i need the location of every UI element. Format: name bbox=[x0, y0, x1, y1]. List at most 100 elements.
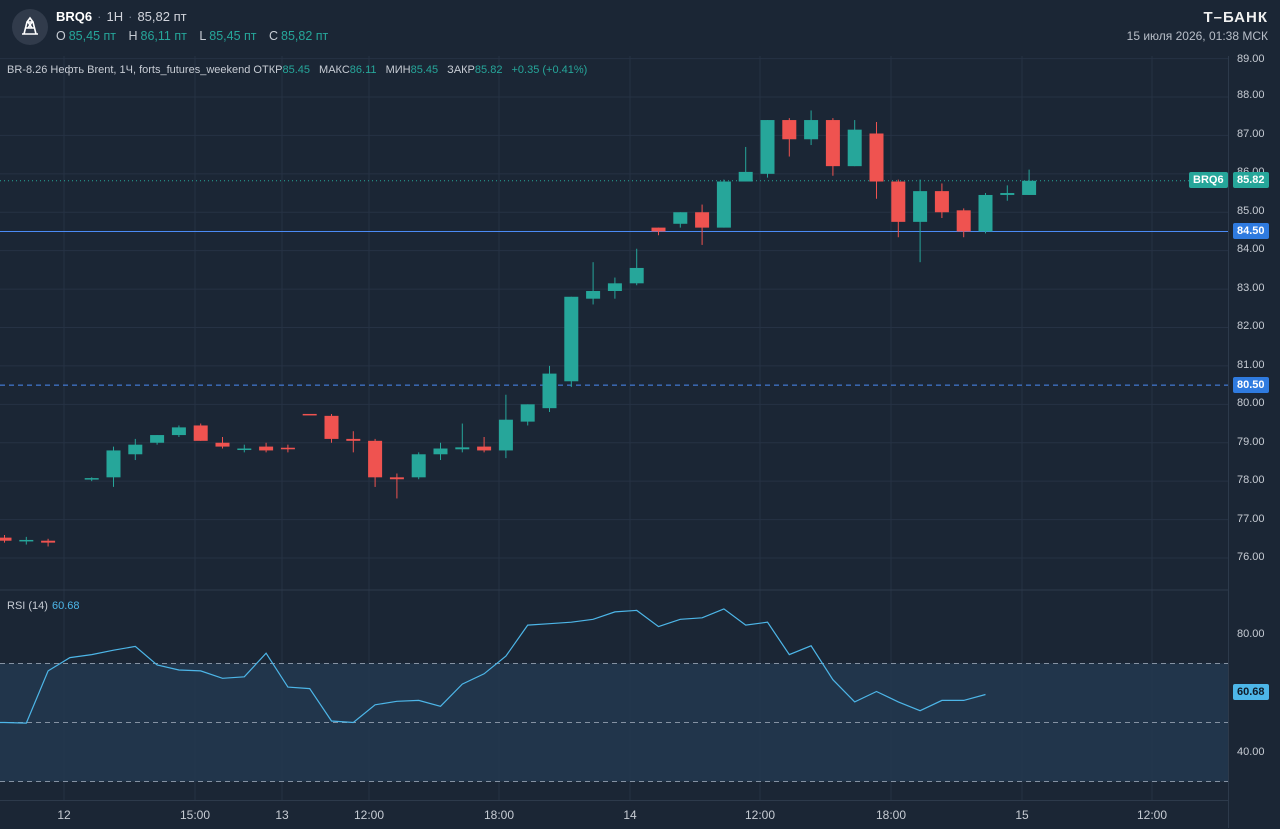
legend-open: 85.45 bbox=[282, 64, 310, 76]
brand-logo: Т–БАНК bbox=[1203, 9, 1268, 26]
symbol[interactable]: BRQ6 bbox=[56, 9, 93, 24]
chart-header: BRQ6 · 1H · 85,82 пт O 85,45 пт H 86,11 пт L 85… bbox=[0, 0, 1280, 56]
candle-body bbox=[41, 540, 56, 543]
candle-body bbox=[695, 212, 710, 228]
time-tick: 12:00 bbox=[1136, 808, 1168, 822]
price-tick: 84.00 bbox=[1237, 243, 1265, 255]
candle-body bbox=[978, 194, 993, 232]
legend-change: +0.35 (+0.41%) bbox=[511, 64, 588, 76]
candle-body bbox=[891, 181, 906, 222]
last-price: 85,82 пт bbox=[137, 9, 187, 24]
high-value: 86,11 пт bbox=[140, 29, 187, 43]
price-tick: 87.00 bbox=[1237, 128, 1265, 140]
symbol-price-label: BRQ6 bbox=[1189, 172, 1228, 188]
candle-body bbox=[520, 404, 535, 422]
candle-body bbox=[411, 454, 426, 478]
price-tick: 83.00 bbox=[1237, 282, 1265, 294]
price-tick: 79.00 bbox=[1237, 436, 1265, 448]
time-tick: 12:00 bbox=[353, 808, 385, 822]
candle-body bbox=[106, 450, 121, 478]
price-tick: 78.00 bbox=[1237, 474, 1265, 486]
rsi-legend-value: 60.68 bbox=[51, 600, 80, 612]
candle-body bbox=[433, 448, 448, 455]
candle-body bbox=[0, 537, 12, 541]
high-key: H bbox=[128, 29, 138, 43]
legend-close: 85.82 bbox=[474, 64, 503, 76]
price-tick: 88.00 bbox=[1237, 89, 1265, 101]
candle-body bbox=[869, 133, 884, 182]
rsi-value-badge: 60.68 bbox=[1233, 684, 1269, 700]
time-tick: 12 bbox=[57, 808, 71, 822]
candle-body bbox=[280, 447, 295, 450]
rsi-label: RSI (14) bbox=[7, 600, 48, 612]
price-axis[interactable]: 89.00 88.00 87.00 86.00 85.00 84.00 83.0… bbox=[1228, 53, 1280, 828]
candlestick-chart[interactable] bbox=[0, 56, 1228, 800]
candle-body bbox=[150, 435, 165, 443]
candle-body bbox=[84, 478, 99, 480]
candle-body bbox=[1022, 180, 1037, 195]
rsi-tick: 40.00 bbox=[1237, 746, 1265, 758]
price-tick: 76.00 bbox=[1237, 551, 1265, 563]
open-key: O bbox=[56, 29, 66, 43]
legend-name: BR-8.26 Нефть Brent, 1Ч, forts_futures_w… bbox=[7, 64, 251, 76]
candle-body bbox=[346, 438, 361, 441]
legend-low-label: МИН bbox=[385, 64, 411, 76]
rsi-tick: 80.00 bbox=[1237, 628, 1265, 640]
rsi-line bbox=[0, 608, 986, 724]
price-tick: 89.00 bbox=[1237, 53, 1265, 65]
open-value: 85,45 пт bbox=[68, 29, 116, 43]
candle-body bbox=[215, 442, 230, 447]
current-price-badge: 85.82 bbox=[1233, 172, 1269, 188]
candle-body bbox=[586, 291, 601, 299]
price-tick: 85.00 bbox=[1237, 205, 1265, 217]
price-tick: 82.00 bbox=[1237, 320, 1265, 332]
ohlc-values: O 85,45 пт H 86,11 пт L 85,45 пт C 85,82 пт bbox=[56, 29, 337, 43]
low-value: 85,45 пт bbox=[209, 29, 257, 43]
candle-body bbox=[804, 120, 819, 140]
candle-body bbox=[259, 446, 274, 451]
candle-body bbox=[564, 296, 579, 382]
candle-body bbox=[237, 448, 252, 451]
time-tick: 18:00 bbox=[875, 808, 907, 822]
time-tick: 15:00 bbox=[179, 808, 211, 822]
candle-body bbox=[738, 171, 753, 182]
candle-body bbox=[782, 120, 797, 140]
candle-body bbox=[389, 477, 404, 480]
low-key: L bbox=[199, 29, 207, 43]
candle-body bbox=[498, 419, 513, 451]
candle-body bbox=[128, 444, 143, 455]
time-tick: 15 bbox=[1015, 808, 1029, 822]
candle-body bbox=[934, 191, 949, 213]
datetime: 15 июля 2026, 01:38 МСК bbox=[1126, 29, 1268, 43]
candle-body bbox=[760, 120, 775, 174]
rsi-legend: RSI (14) 60.68 bbox=[7, 600, 80, 612]
level-badge-84-50[interactable]: 84.50 bbox=[1233, 223, 1269, 239]
ticker-line: BRQ6 · 1H · 85,82 пт bbox=[56, 9, 187, 24]
candle-body bbox=[19, 539, 34, 542]
candle-body bbox=[171, 427, 186, 436]
level-badge-80-50[interactable]: 80.50 bbox=[1233, 377, 1269, 393]
time-tick: 14 bbox=[623, 808, 637, 822]
candle-body bbox=[956, 210, 971, 232]
candle-body bbox=[825, 120, 840, 167]
candle-body bbox=[673, 212, 688, 224]
candle-body bbox=[651, 227, 666, 232]
chart-area[interactable] bbox=[0, 56, 1228, 800]
close-value: 85,82 пт bbox=[281, 29, 329, 43]
candle-body bbox=[368, 440, 383, 478]
separator-dot: · bbox=[128, 9, 133, 24]
legend-open-label: ОТКР bbox=[253, 64, 283, 76]
candle-body bbox=[1000, 193, 1015, 195]
legend-high-label: МАКС bbox=[319, 64, 350, 76]
time-axis[interactable]: 12 15:00 13 12:00 18:00 14 12:00 18:00 1… bbox=[0, 800, 1228, 829]
price-tick: 77.00 bbox=[1237, 513, 1265, 525]
interval[interactable]: 1H bbox=[106, 9, 124, 24]
time-tick: 13 bbox=[275, 808, 289, 822]
close-key: C bbox=[269, 29, 279, 43]
separator-dot: · bbox=[97, 9, 102, 24]
candle-body bbox=[913, 191, 928, 222]
candle-body bbox=[629, 267, 644, 284]
price-tick: 81.00 bbox=[1237, 359, 1265, 371]
candle-body bbox=[193, 425, 208, 441]
candle-body bbox=[455, 447, 470, 450]
